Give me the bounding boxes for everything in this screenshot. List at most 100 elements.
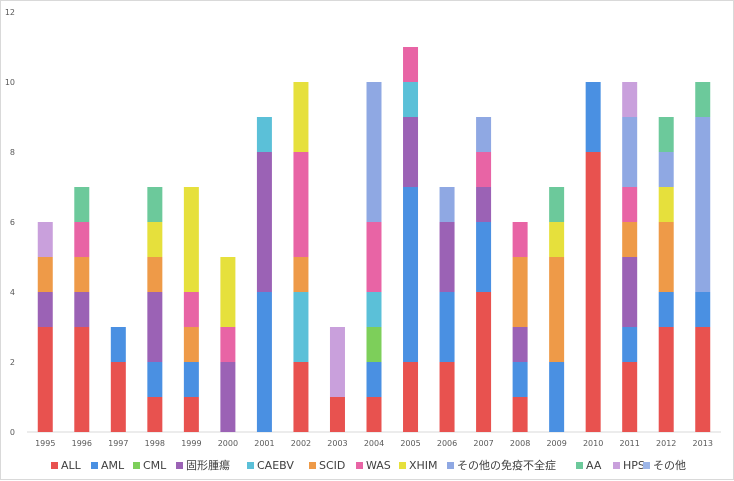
bar-segment (74, 257, 90, 292)
bar-segment (147, 257, 163, 292)
y-tick-label: 2 (10, 358, 15, 367)
bar-segment (183, 292, 199, 327)
bar-segment (622, 222, 638, 257)
legend-item: CML (133, 459, 167, 472)
bar-segment (476, 152, 492, 187)
y-tick-label: 10 (5, 78, 15, 87)
bar-segment (293, 152, 309, 257)
legend-swatch (613, 462, 620, 469)
bar-segment (37, 327, 53, 432)
x-tick-label: 2005 (400, 439, 420, 448)
bar-segment (74, 292, 90, 327)
bar-segment (622, 257, 638, 327)
bar-segment (37, 257, 53, 292)
legend-item: AML (91, 459, 125, 472)
bar-segment (403, 117, 419, 187)
bar-segment (366, 292, 382, 327)
x-tick-label: 2013 (693, 439, 713, 448)
bar-stacks (37, 47, 711, 432)
bar-segment (658, 222, 674, 292)
bar-segment (476, 222, 492, 292)
bar-segment (110, 362, 126, 432)
x-tick-label: 1995 (35, 439, 55, 448)
bar-segment (256, 152, 272, 292)
legend-label: その他の免疫不全症 (457, 458, 556, 472)
legend-swatch (356, 462, 363, 469)
legend-item: 固形腫瘍 (176, 458, 230, 472)
bar-segment (183, 327, 199, 362)
bar-segment (585, 82, 601, 152)
legend-item: WAS (356, 459, 391, 472)
bar-segment (622, 82, 638, 117)
x-tick-label: 2000 (218, 439, 238, 448)
bar-segment (403, 47, 419, 82)
bar-segment (403, 362, 419, 432)
bar-segment (256, 117, 272, 152)
bar-segment (74, 222, 90, 257)
legend-item: その他 (643, 459, 686, 472)
bar-segment (74, 187, 90, 222)
legend-label: CML (143, 459, 167, 472)
x-tick-label: 2008 (510, 439, 530, 448)
legend-swatch (399, 462, 406, 469)
bar-segment (549, 222, 565, 257)
bar-segment (220, 257, 236, 327)
x-tick-label: 2009 (546, 439, 566, 448)
bar-segment (403, 187, 419, 362)
bar-segment (183, 187, 199, 292)
plot-area (27, 47, 721, 433)
bar-segment (549, 362, 565, 432)
legend: ALL AML CML 固形腫瘍 CAEBV SCID WAS XHIM その他の免疫不全症 AA… (51, 458, 686, 472)
legend-swatch (576, 462, 583, 469)
legend-label: ALL (61, 459, 82, 472)
bar-segment (695, 82, 711, 117)
legend-label: 固形腫瘍 (186, 458, 230, 472)
bar-segment (512, 397, 528, 432)
legend-label: HPS (623, 459, 645, 472)
x-tick-label: 2001 (254, 439, 274, 448)
bar-segment (622, 327, 638, 362)
legend-item: ALL (51, 459, 82, 472)
x-tick-label: 1996 (72, 439, 92, 448)
x-tick-label: 1997 (108, 439, 128, 448)
bar-segment (147, 397, 163, 432)
y-tick-label: 4 (10, 288, 15, 297)
x-tick-label: 2007 (473, 439, 493, 448)
legend-swatch (91, 462, 98, 469)
bar-segment (366, 397, 382, 432)
bar-segment (403, 82, 419, 117)
bar-segment (512, 362, 528, 397)
x-tick-label: 2011 (620, 439, 640, 448)
bar-segment (147, 222, 163, 257)
bar-segment (183, 362, 199, 397)
bar-segment (293, 292, 309, 362)
bar-segment (658, 292, 674, 327)
bar-segment (147, 187, 163, 222)
bar-segment (695, 327, 711, 432)
bar-segment (658, 117, 674, 152)
bar-segment (622, 117, 638, 187)
bar-segment (476, 117, 492, 152)
legend-swatch (247, 462, 254, 469)
bar-segment (183, 397, 199, 432)
bar-segment (74, 327, 90, 432)
legend-swatch (309, 462, 316, 469)
legend-label: WAS (366, 459, 391, 472)
x-tick-label: 2006 (437, 439, 457, 448)
bar-segment (439, 362, 455, 432)
x-tick-label: 1999 (181, 439, 201, 448)
x-tick-label: 1998 (145, 439, 165, 448)
legend-label: CAEBV (257, 459, 294, 472)
x-tick-label: 2012 (656, 439, 676, 448)
legend-swatch (447, 462, 454, 469)
legend-item: XHIM (399, 459, 438, 472)
bar-segment (549, 187, 565, 222)
bar-segment (439, 222, 455, 292)
bar-segment (147, 292, 163, 362)
legend-item: AA (576, 459, 602, 472)
bar-segment (512, 222, 528, 257)
bar-segment (658, 187, 674, 222)
bar-segment (439, 292, 455, 362)
legend-swatch (133, 462, 140, 469)
